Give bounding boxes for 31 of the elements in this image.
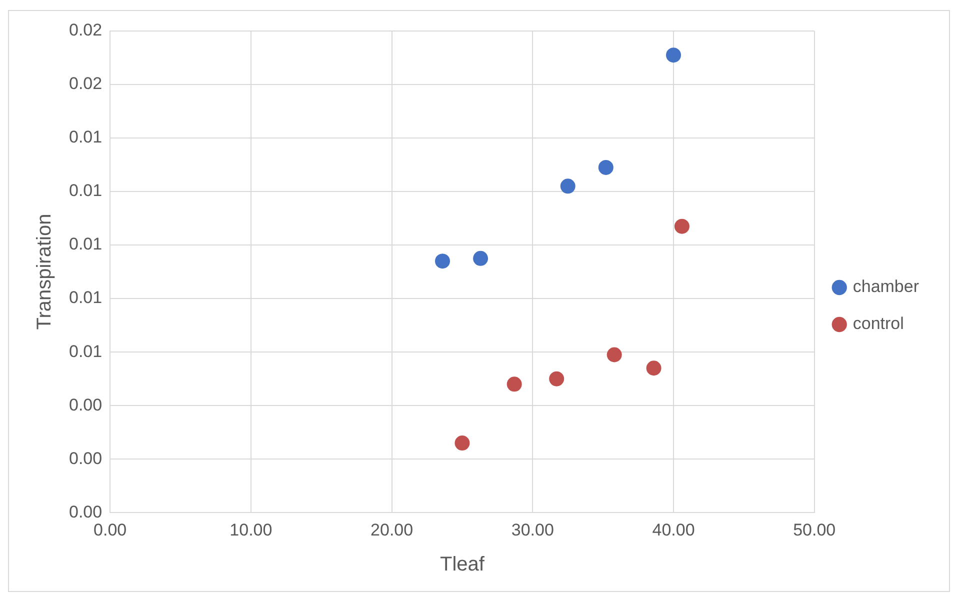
point [674, 218, 690, 234]
x-tick-label: 30.00 [511, 520, 554, 540]
x-tick-label: 10.00 [230, 520, 272, 540]
y-tick-label: 0.01 [68, 288, 102, 308]
y-tick-label: 0.01 [68, 234, 102, 254]
legend-label: control [852, 314, 904, 334]
y-tick-label: 0.00 [68, 448, 102, 468]
y-tick-label: 0.01 [68, 181, 102, 200]
y-axis-title: Transpiration [34, 214, 56, 330]
y-tick-label: 0.00 [68, 502, 102, 522]
x-axis-title: Tleaf [440, 554, 485, 576]
y-tick-label: 0.01 [68, 342, 102, 361]
x-tick-label: 40.00 [652, 520, 695, 540]
x-tick-label: 50.00 [793, 520, 836, 540]
point [435, 254, 450, 269]
point [606, 347, 622, 362]
y-tick-label: 0.00 [68, 395, 102, 414]
x-tick-label: 20.00 [370, 520, 414, 540]
y-tick-label: 0.01 [68, 128, 102, 147]
legend-label: chamber [852, 277, 920, 296]
y-tick-label: 0.02 [68, 20, 102, 40]
point [646, 360, 662, 376]
point [560, 178, 576, 194]
point [598, 160, 614, 175]
point [666, 48, 682, 63]
point [506, 376, 522, 392]
point [454, 436, 470, 451]
y-tick-label: 0.02 [68, 74, 102, 94]
x-tick-label: 0.00 [94, 520, 127, 540]
point [549, 371, 564, 386]
point [473, 250, 488, 266]
